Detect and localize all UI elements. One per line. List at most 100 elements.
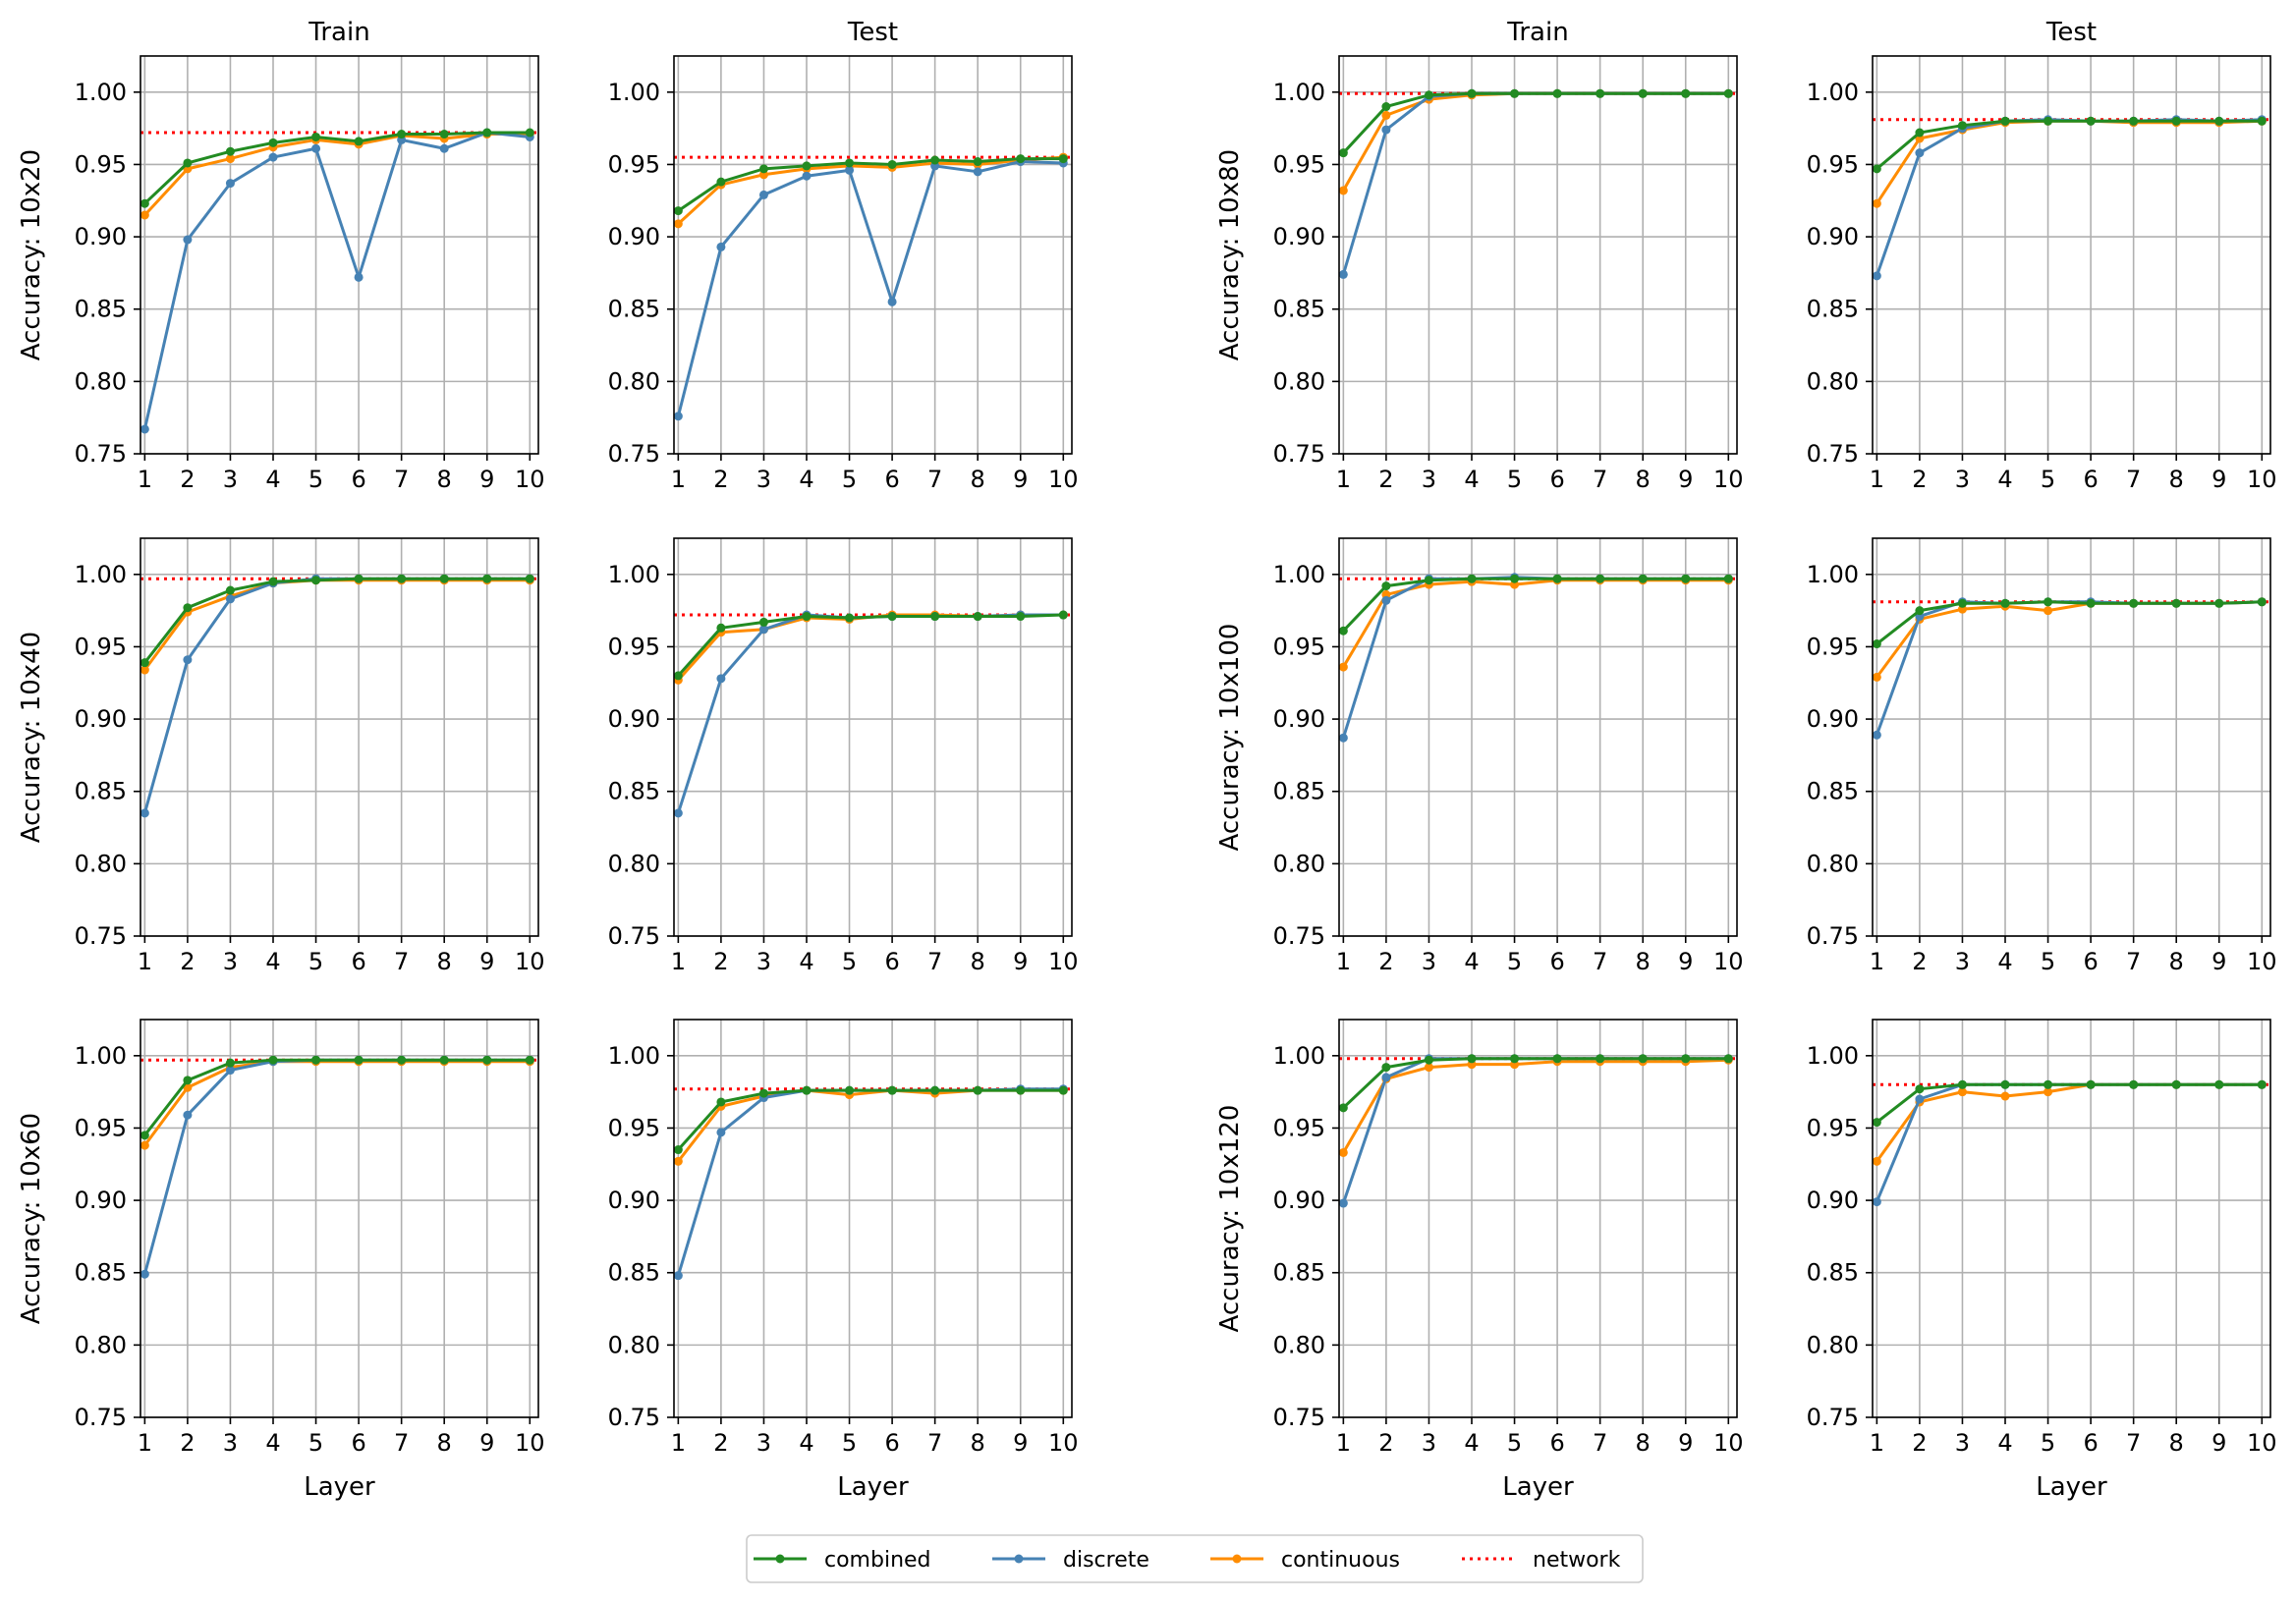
x-tick-label: 5 (1507, 466, 1522, 493)
axes-frame (1872, 55, 2271, 455)
axes-frame (1872, 537, 2271, 937)
y-tick-label: 0.90 (75, 223, 127, 250)
y-tick-label: 1.00 (1807, 79, 1859, 106)
x-tick-label: 7 (2126, 466, 2141, 493)
series-line-combined (1876, 600, 2263, 645)
legend-label-combined: combined (824, 1548, 931, 1573)
x-tick-label: 4 (799, 466, 813, 493)
y-tick-label: 0.95 (1273, 150, 1325, 178)
series-line-combined (1876, 119, 2263, 171)
axes-frame (673, 1019, 1073, 1418)
data-point-continuous (2044, 1087, 2053, 1097)
data-point-combined (268, 577, 278, 586)
y-tick-label: 0.75 (75, 1404, 127, 1431)
y-tick-label: 0.75 (1807, 440, 1859, 468)
data-point-continuous (1424, 1063, 1433, 1073)
x-tick-label: 8 (2169, 466, 2184, 493)
x-tick-label: 10 (1048, 1429, 1079, 1457)
x-tick-label: 5 (1507, 948, 1522, 975)
data-point-continuous (140, 665, 149, 675)
subplot-8: 1 2 3 4 5 6 7 8 9 10 0.75 0.80 0.85 0.90 0.95 1.00 (1807, 537, 2277, 975)
y-tick-label: 0.85 (1807, 778, 1859, 805)
y-tick-label: 0.80 (608, 367, 660, 395)
data-point-continuous (140, 1140, 149, 1150)
y-axis-label: Accuracy: 10x20 (17, 149, 46, 360)
x-tick-label: 3 (223, 466, 238, 493)
data-point-discrete (1915, 1094, 1925, 1104)
data-point-discrete (225, 594, 235, 604)
x-tick-label: 5 (2041, 948, 2055, 975)
series-line-continuous (143, 579, 531, 671)
data-point-discrete (716, 1128, 726, 1137)
data-point-discrete (140, 424, 149, 434)
x-tick-label: 3 (756, 1429, 771, 1457)
x-tick-label: 3 (756, 466, 771, 493)
data-point-combined (845, 613, 855, 623)
data-point-combined (1058, 154, 1068, 164)
data-point-discrete (225, 179, 235, 189)
legend-label-continuous: continuous (1281, 1548, 1400, 1573)
y-tick-label: 0.90 (1273, 1187, 1325, 1214)
y-tick-label: 0.80 (1807, 367, 1859, 395)
y-tick-label: 0.95 (1807, 150, 1859, 178)
data-point-discrete (1915, 148, 1925, 158)
subplot-12: 1 2 3 4 5 6 7 8 9 10 0.75 0.80 0.85 0.90 0.95 1.00 Layer (1807, 1019, 2277, 1502)
data-point-combined (758, 617, 768, 627)
data-point-combined (1723, 574, 1733, 583)
data-point-combined (354, 1055, 364, 1065)
series-line-combined (143, 577, 531, 664)
y-tick-label: 1.00 (608, 1042, 660, 1070)
data-point-combined (2000, 1079, 2010, 1089)
axes-frame (673, 55, 1073, 455)
data-point-combined (140, 658, 149, 668)
x-tick-label: 5 (308, 1429, 323, 1457)
data-point-combined (1872, 164, 1881, 174)
y-tick-label: 0.95 (1273, 633, 1325, 660)
x-tick-label: 6 (2083, 948, 2098, 975)
series-line-combined (1342, 91, 1729, 154)
x-tick-label: 4 (265, 466, 280, 493)
data-point-combined (1467, 1054, 1477, 1064)
data-point-continuous (1338, 1147, 1348, 1157)
x-tick-label: 8 (1636, 948, 1651, 975)
data-point-combined (887, 1085, 897, 1095)
y-tick-label: 0.90 (1273, 705, 1325, 733)
subplot-9: 1 2 3 4 5 6 7 8 9 10 0.75 0.80 0.85 0.90 0.95 1.00 Accur… (17, 1019, 545, 1502)
data-point-combined (1424, 576, 1433, 585)
series-line-continuous (1342, 1058, 1729, 1154)
data-point-combined (439, 1055, 449, 1065)
data-point-combined (2000, 116, 2010, 126)
data-point-combined (311, 132, 321, 141)
data-point-combined (1016, 612, 1026, 622)
y-tick-label: 1.00 (1273, 561, 1325, 588)
x-tick-label: 7 (927, 948, 942, 975)
x-tick-label: 2 (1378, 466, 1393, 493)
subplot-11: 1 2 3 4 5 6 7 8 9 10 0.75 0.80 0.85 0.90 0.95 1.00 Accur… (1215, 1019, 1744, 1502)
series-line-discrete (676, 160, 1064, 417)
x-tick-label: 1 (1336, 948, 1351, 975)
y-tick-label: 0.85 (608, 778, 660, 805)
x-tick-label: 6 (351, 948, 365, 975)
legend-label-network: network (1533, 1548, 1621, 1573)
data-point-combined (354, 574, 364, 583)
x-tick-label: 1 (671, 466, 686, 493)
data-point-combined (354, 137, 364, 146)
legend-frame (746, 1534, 1644, 1583)
legend-marker-combined (775, 1554, 785, 1564)
legend-item-combined: combined (754, 1548, 931, 1573)
y-tick-label: 0.80 (75, 367, 127, 395)
x-tick-label: 5 (2041, 1429, 2055, 1457)
series-line-continuous (1876, 1082, 2263, 1163)
data-point-combined (1638, 1054, 1648, 1064)
data-point-combined (482, 574, 492, 583)
x-tick-label: 10 (1048, 466, 1079, 493)
x-tick-label: 4 (1997, 948, 2012, 975)
y-tick-label: 0.90 (75, 1187, 127, 1214)
data-point-combined (1915, 1084, 1925, 1094)
subplot-4: 1 2 3 4 5 6 7 8 9 10 0.75 0.80 0.85 0.90 0.95 1.00 Test (1807, 18, 2277, 493)
x-tick-label: 4 (1464, 948, 1479, 975)
subplot-7: 1 2 3 4 5 6 7 8 9 100.750.800.850.900.951.00Accur… (1215, 537, 1744, 975)
subplot-1: 1 2 3 4 5 6 7 8 9 10 0.75 0.80 0.85 0.90 0.95 1.00 Train… (17, 18, 545, 493)
data-point-combined (268, 1055, 278, 1065)
y-tick-label: 0.75 (608, 440, 660, 468)
